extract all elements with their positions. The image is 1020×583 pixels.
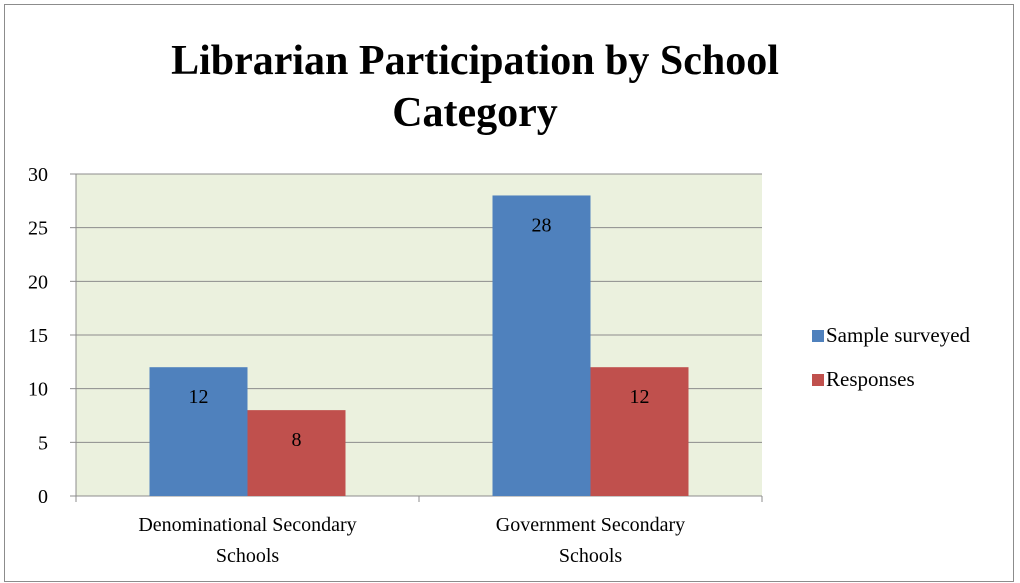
y-tick-label: 20 [28,271,48,293]
y-tick-label: 0 [38,486,48,508]
legend-label: Responses [826,367,915,391]
legend-swatch [812,330,824,342]
chart-title-line-2: Category [392,90,558,136]
data-label: 28 [532,214,552,236]
chart-title-line-1: Librarian Participation by School [171,38,779,84]
x-tick-label: Schools [216,545,280,567]
y-tick-label: 30 [28,164,48,186]
y-tick-label: 5 [38,432,48,454]
bar [492,195,591,496]
data-label: 12 [630,386,650,408]
bar [247,410,346,496]
x-tick-label: Denominational Secondary [138,514,356,536]
y-tick-label: 10 [28,379,48,401]
y-tick-label: 25 [28,218,48,240]
bar [149,367,248,496]
data-label: 12 [189,386,209,408]
x-tick-label: Government Secondary [496,514,685,536]
data-label: 8 [292,429,302,451]
legend-label: Sample surveyed [826,323,971,347]
x-tick-label: Schools [559,545,623,567]
bar [590,367,689,496]
y-tick-label: 15 [28,325,48,347]
legend-swatch [812,374,824,386]
chart-title: Librarian Participation by School Catego… [5,35,945,139]
